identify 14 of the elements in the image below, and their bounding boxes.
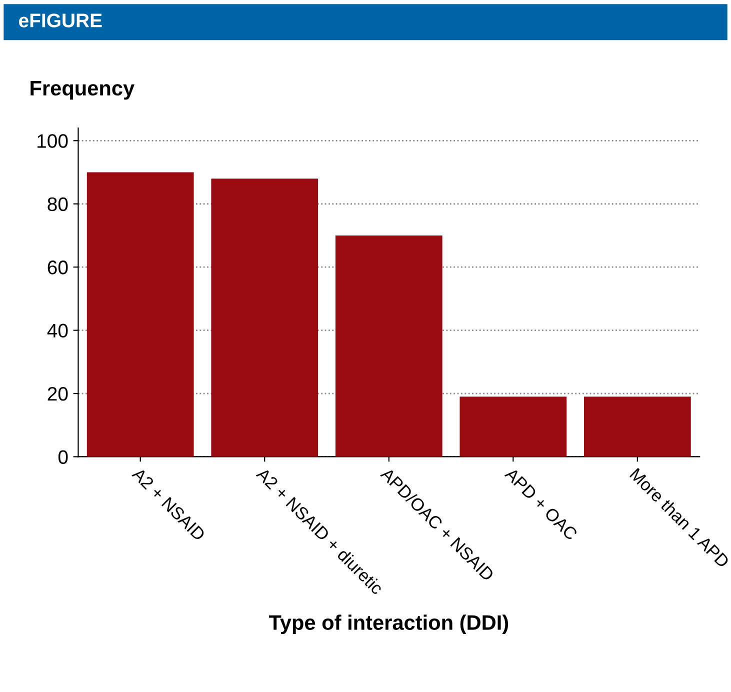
x-axis-title: Type of interaction (DDI) (268, 614, 508, 634)
bar (211, 178, 318, 457)
bar (335, 235, 442, 457)
y-tick-label: 80 (48, 197, 68, 212)
y-tick-label: 60 (48, 260, 68, 274)
y-tick-label: 0 (58, 450, 68, 464)
chart-title: eFIGURE (19, 14, 102, 28)
y-axis-title: Frequency (30, 81, 134, 100)
bar (86, 172, 194, 457)
y-tick-label: 40 (47, 324, 68, 338)
bar (460, 396, 567, 457)
bar (584, 396, 691, 457)
y-tick-label: 100 (38, 134, 68, 148)
y-tick-label: 20 (48, 386, 68, 401)
